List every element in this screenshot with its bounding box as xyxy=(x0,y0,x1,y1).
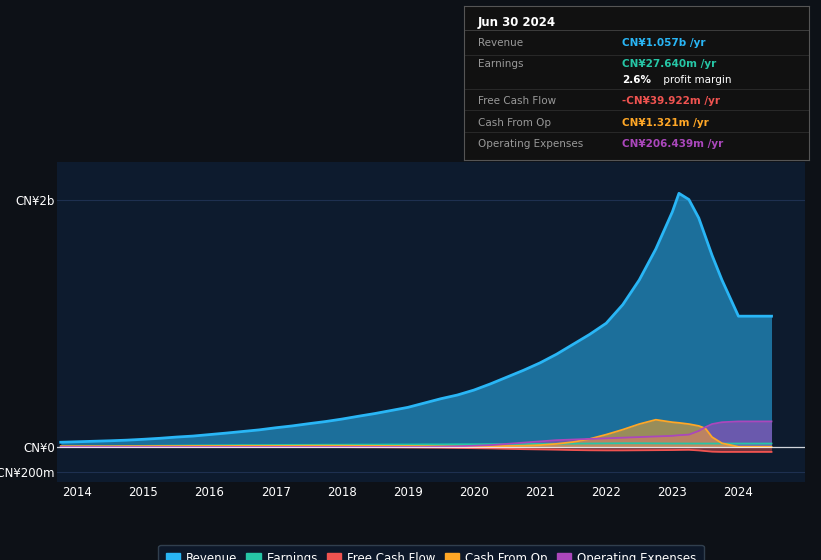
Text: Operating Expenses: Operating Expenses xyxy=(478,139,583,149)
Text: CN¥27.640m /yr: CN¥27.640m /yr xyxy=(622,59,717,69)
Legend: Revenue, Earnings, Free Cash Flow, Cash From Op, Operating Expenses: Revenue, Earnings, Free Cash Flow, Cash … xyxy=(158,545,704,560)
Text: Earnings: Earnings xyxy=(478,59,523,69)
Text: CN¥206.439m /yr: CN¥206.439m /yr xyxy=(622,139,724,149)
Text: CN¥1.057b /yr: CN¥1.057b /yr xyxy=(622,38,706,48)
Text: -CN¥39.922m /yr: -CN¥39.922m /yr xyxy=(622,96,721,106)
Text: Free Cash Flow: Free Cash Flow xyxy=(478,96,556,106)
Text: Revenue: Revenue xyxy=(478,38,523,48)
Text: profit margin: profit margin xyxy=(660,74,732,85)
Text: 2.6%: 2.6% xyxy=(622,74,652,85)
Text: Cash From Op: Cash From Op xyxy=(478,118,551,128)
Text: Jun 30 2024: Jun 30 2024 xyxy=(478,16,556,29)
Text: CN¥1.321m /yr: CN¥1.321m /yr xyxy=(622,118,709,128)
